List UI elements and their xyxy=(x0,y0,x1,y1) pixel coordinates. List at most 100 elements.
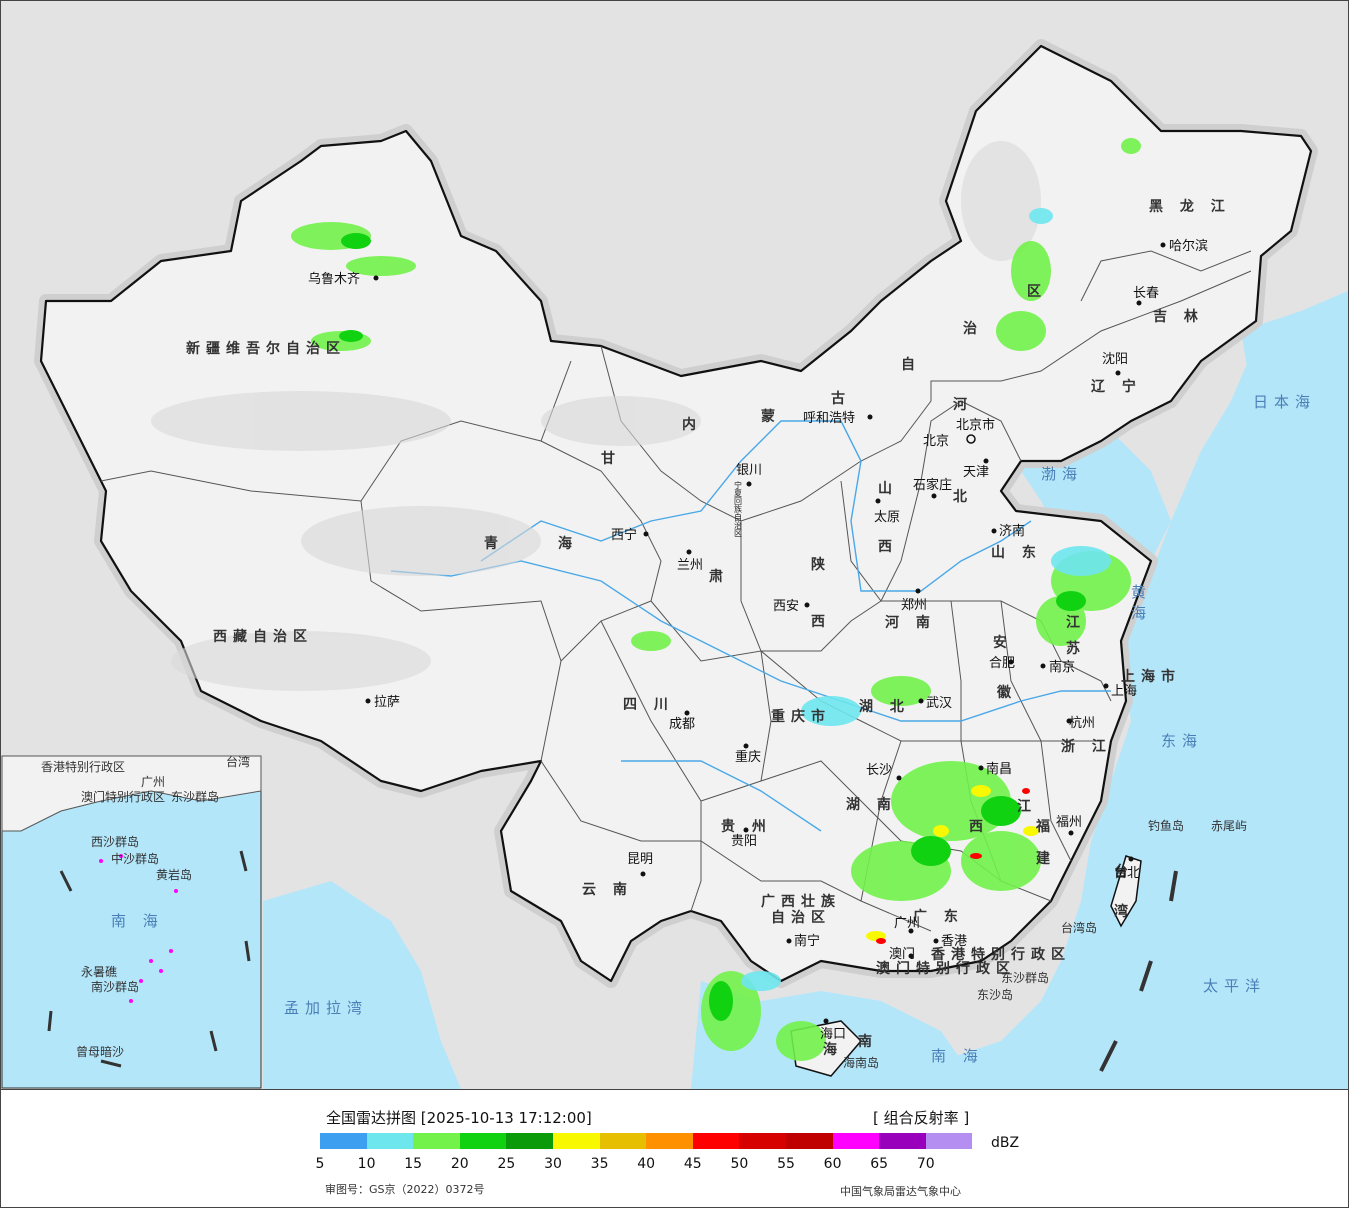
inset-label-7: 南沙群岛 xyxy=(91,979,139,994)
label-shanghai-prov: 上海市 xyxy=(1121,668,1181,685)
city-urumqi: 乌鲁木齐 xyxy=(308,271,360,287)
colorbar-cell-12 xyxy=(879,1133,926,1149)
sea-bengal: 孟加拉湾 xyxy=(284,999,368,1017)
label-fujian-1: 福 xyxy=(1035,818,1056,835)
label-shaanxi-1: 陕 xyxy=(811,556,831,573)
city-hongkong: 香港 xyxy=(941,934,967,949)
colorbar-cell-3 xyxy=(459,1133,507,1149)
sea-yellow: 黄海 xyxy=(1129,584,1147,626)
label-shanxi-1: 山 xyxy=(878,481,898,497)
label-qinghai-2: 海 xyxy=(558,535,578,552)
colorbar-tick-12: 65 xyxy=(870,1156,889,1172)
label-anhui-2: 徽 xyxy=(996,684,1017,701)
province-labels: 新疆维吾尔自治区 西藏自治区 青 海 甘 肃 内 蒙 古 自 治 区 黑 龙 江… xyxy=(186,198,1225,1058)
city-guangzhou: 广州 xyxy=(894,916,920,931)
sea-south: 南 海 xyxy=(931,1047,984,1065)
label-chongqing-prov: 重庆市 xyxy=(771,708,831,725)
label-nm-5: 治 xyxy=(963,320,983,337)
terrain-texture xyxy=(151,141,1041,691)
inset-label-1: 澳门特别行政区 xyxy=(81,789,165,804)
island-dongsha: 东沙岛 xyxy=(977,987,1013,1002)
label-hainan-2: 南 xyxy=(858,1033,878,1050)
pacific-sea-area xyxy=(881,301,1348,1089)
city-xian: 西安 xyxy=(773,599,799,614)
rivers xyxy=(390,420,1111,832)
colorbar-tick-9: 50 xyxy=(730,1156,749,1172)
colorbar-cell-2 xyxy=(413,1133,460,1149)
nine-dash-line xyxy=(1099,870,1178,1072)
label-guangxi-1: 广西壮族 xyxy=(761,893,841,910)
city-huhhot: 呼和浩特 xyxy=(803,411,855,426)
label-taiwan-2: 湾 xyxy=(1114,903,1134,920)
label-gansu-2: 肃 xyxy=(709,568,729,585)
colorbar-tick-10: 55 xyxy=(777,1156,795,1172)
label-guangxi-2: 自治区 xyxy=(771,909,831,926)
label-taiwan-1: 台 xyxy=(1114,863,1134,880)
label-henan: 河 南 xyxy=(885,614,936,631)
colorbar-tick-8: 45 xyxy=(683,1156,702,1172)
colorbar-cell-1 xyxy=(366,1133,414,1149)
label-ningxia: 宁夏回族自治区 xyxy=(734,480,743,537)
inset-label-10: 广州 xyxy=(141,775,165,789)
city-zhengzhou: 郑州 xyxy=(901,598,927,613)
city-chengdu: 成都 xyxy=(669,717,695,732)
city-lhasa: 拉萨 xyxy=(374,695,400,710)
label-jilin: 吉 林 xyxy=(1153,308,1204,325)
sea-labels: 日本海 渤海 黄海 东海 太平洋 南 海 孟加拉湾 xyxy=(284,393,1310,1065)
colorbar-cell-9 xyxy=(739,1133,786,1149)
label-xinjiang: 新疆维吾尔自治区 xyxy=(186,340,346,357)
china-landmass xyxy=(34,39,1318,1077)
colorbar xyxy=(320,1133,973,1149)
label-jiangsu-2: 苏 xyxy=(1066,640,1086,657)
inset-label-2: 西沙群岛 xyxy=(91,834,139,849)
city-shanghai: 上海 xyxy=(1111,684,1137,699)
city-hefei: 合肥 xyxy=(989,656,1015,671)
city-changchun: 长春 xyxy=(1133,286,1159,301)
bengal-sea-area xyxy=(263,881,461,1089)
city-taiyuan: 太原 xyxy=(874,510,900,525)
label-fujian-2: 建 xyxy=(1036,850,1056,867)
colorbar-cell-10 xyxy=(785,1133,833,1149)
colorbar-tick-13: 70 xyxy=(916,1156,935,1172)
label-hunan: 湖 南 xyxy=(846,796,897,813)
label-nm-2: 蒙 xyxy=(761,408,781,425)
city-fuzhou: 福州 xyxy=(1056,815,1082,830)
agency-name: 中国气象局雷达气象中心 xyxy=(840,1185,961,1198)
label-yunnan: 云 南 xyxy=(582,881,633,898)
city-lanzhou: 兰州 xyxy=(677,558,703,573)
island-hainan: 海南岛 xyxy=(843,1055,879,1070)
city-tianjin: 天津 xyxy=(963,465,989,480)
label-hubei: 湖 北 xyxy=(859,699,910,715)
radar-echoes xyxy=(291,138,1141,1061)
approval-number: 审图号：GS京（2022）0372号 xyxy=(325,1183,485,1196)
city-labels: 乌鲁木齐 拉萨 西宁 兰州 银川 呼和浩特 北京 北京市 天津 石家庄 太原 西… xyxy=(308,238,1208,1042)
label-shandong: 山 东 xyxy=(991,544,1042,561)
city-xining: 西宁 xyxy=(611,527,637,543)
island-labels: 钓鱼岛 赤尾屿 东沙群岛 东沙岛 台湾岛 海南岛 xyxy=(843,818,1247,1070)
label-hainan-1: 海 xyxy=(823,1041,843,1058)
legend-unit: dBZ xyxy=(991,1135,1020,1151)
colorbar-tick-3: 20 xyxy=(450,1156,469,1172)
colorbar-ticks: 5 10 15 20 25 30 35 40 45 50 55 60 65 70 xyxy=(301,1156,1001,1176)
city-nanchang: 南昌 xyxy=(986,761,1012,777)
label-guizhou: 贵 州 xyxy=(721,818,772,835)
label-macao: 澳门特别行政区 xyxy=(876,960,1016,977)
label-hebei-2: 北 xyxy=(953,489,973,505)
label-xizang: 西藏自治区 xyxy=(213,628,313,645)
label-liaoning: 辽 宁 xyxy=(1091,378,1142,395)
inset-label-8: 曾母暗沙 xyxy=(76,1044,124,1059)
label-hebei-1: 河 xyxy=(953,396,973,413)
city-guiyang: 贵阳 xyxy=(731,834,757,849)
inset-label-0: 香港特别行政区 xyxy=(41,759,125,774)
city-shijiazhuang: 石家庄 xyxy=(913,477,952,493)
sea-east: 东海 xyxy=(1161,732,1203,750)
label-sichuan: 四 川 xyxy=(623,697,674,713)
city-chongqing: 重庆 xyxy=(735,749,761,765)
colorbar-tick-5: 30 xyxy=(544,1156,562,1172)
city-nanning: 南宁 xyxy=(794,933,820,949)
legend-product: [ 组合反射率 ] xyxy=(873,1109,970,1127)
island-diaoyu: 钓鱼岛 xyxy=(1148,818,1184,833)
city-kunming: 昆明 xyxy=(627,852,653,867)
label-nm-3: 古 xyxy=(831,390,851,407)
inset-label-4: 黄岩岛 xyxy=(156,867,192,882)
